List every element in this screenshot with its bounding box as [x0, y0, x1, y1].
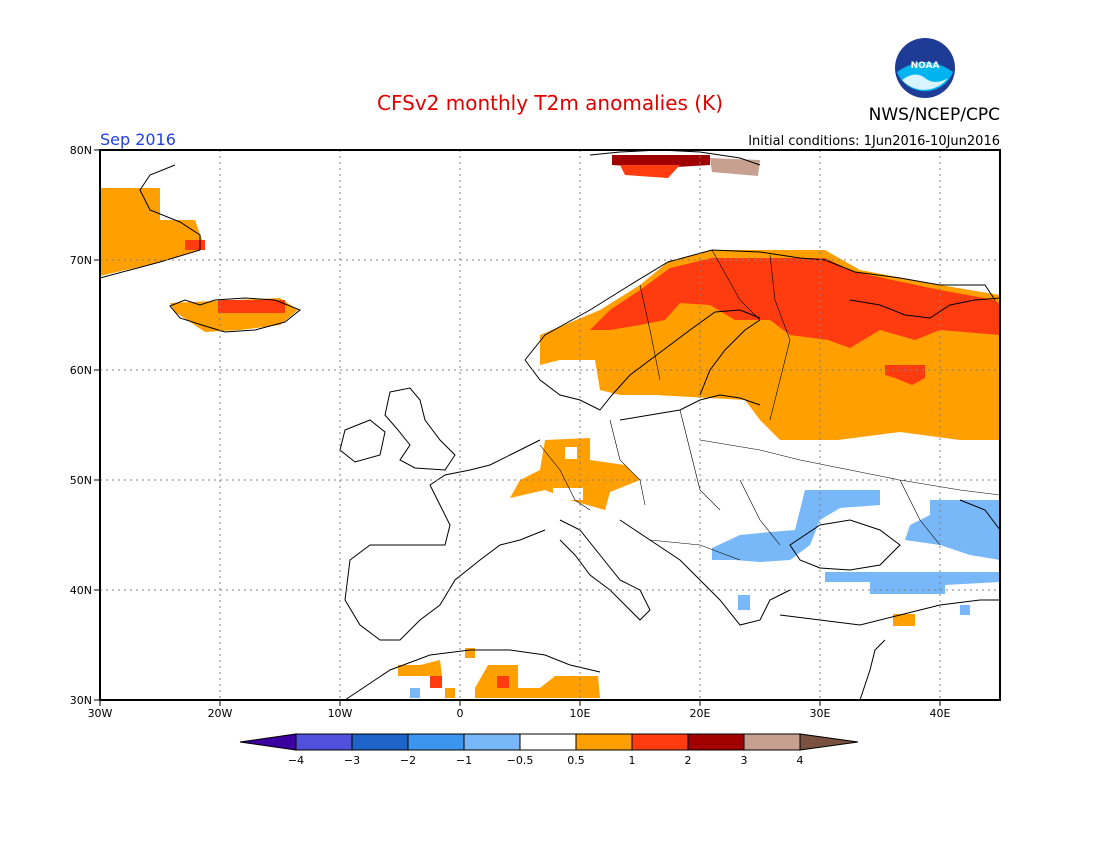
- legend-arrow-high: [799, 733, 859, 751]
- noaa-logo-text: NOAA: [911, 61, 940, 71]
- lon-tick-label: 0: [457, 707, 464, 720]
- graticule: [100, 150, 1000, 700]
- legend-swatch: [295, 733, 353, 751]
- legend-swatch: [407, 733, 465, 751]
- legend-label: −2: [400, 754, 416, 767]
- legend-label: 3: [741, 754, 748, 767]
- color-legend: −4 −3 −2 −1 −0.5 0.5 1 2 3 4: [239, 733, 859, 767]
- lat-tick-label: 60N: [70, 364, 92, 377]
- legend-swatch: [743, 733, 801, 751]
- chart-title: CFSv2 monthly T2m anomalies (K): [377, 91, 723, 115]
- noaa-logo: NOAA: [895, 38, 955, 98]
- legend-label: −3: [344, 754, 360, 767]
- legend-label: 2: [685, 754, 692, 767]
- legend-swatch: [463, 733, 521, 751]
- coastlines: [99, 149, 1001, 701]
- legend-label: 4: [797, 754, 804, 767]
- anomaly-field: [100, 155, 1000, 698]
- lat-tick-labels: 80N 70N 60N 50N 40N 30N: [70, 144, 92, 707]
- legend-arrow-low: [239, 733, 297, 751]
- country-borders: [539, 249, 1001, 561]
- legend-label: −0.5: [507, 754, 534, 767]
- lat-tick-label: 30N: [70, 694, 92, 707]
- agency-label: NWS/NCEP/CPC: [869, 105, 1000, 125]
- initial-conditions-label: Initial conditions: 1Jun2016-10Jun2016: [748, 134, 1000, 149]
- lon-tick-label: 40E: [930, 707, 951, 720]
- lon-tick-labels: 30W 20W 10W 0 10E 20E 30E 40E: [88, 707, 951, 720]
- legend-label: 1: [629, 754, 636, 767]
- lon-tick-label: 10E: [570, 707, 591, 720]
- axis-ticks: [94, 149, 941, 706]
- lat-tick-label: 50N: [70, 474, 92, 487]
- legend-label: −4: [288, 754, 304, 767]
- lon-tick-label: 20W: [208, 707, 233, 720]
- legend-swatch: [575, 733, 633, 751]
- legend-swatch: [519, 733, 577, 751]
- legend-label: 0.5: [567, 754, 585, 767]
- map-panel: 30W 20W 10W 0 10E 20E 30E 40E 80N 70N 60…: [70, 144, 1001, 720]
- legend-swatch: [631, 733, 689, 751]
- map-frame: [99, 149, 1001, 701]
- lon-tick-label: 30W: [88, 707, 113, 720]
- lon-tick-label: 30E: [810, 707, 831, 720]
- legend-label: −1: [456, 754, 472, 767]
- lat-tick-label: 80N: [70, 144, 92, 157]
- legend-swatch: [687, 733, 745, 751]
- lon-tick-label: 10W: [328, 707, 353, 720]
- lat-tick-label: 70N: [70, 254, 92, 267]
- legend-swatch: [351, 733, 409, 751]
- lat-tick-label: 40N: [70, 584, 92, 597]
- lon-tick-label: 20E: [690, 707, 711, 720]
- valid-month-label: Sep 2016: [100, 130, 176, 149]
